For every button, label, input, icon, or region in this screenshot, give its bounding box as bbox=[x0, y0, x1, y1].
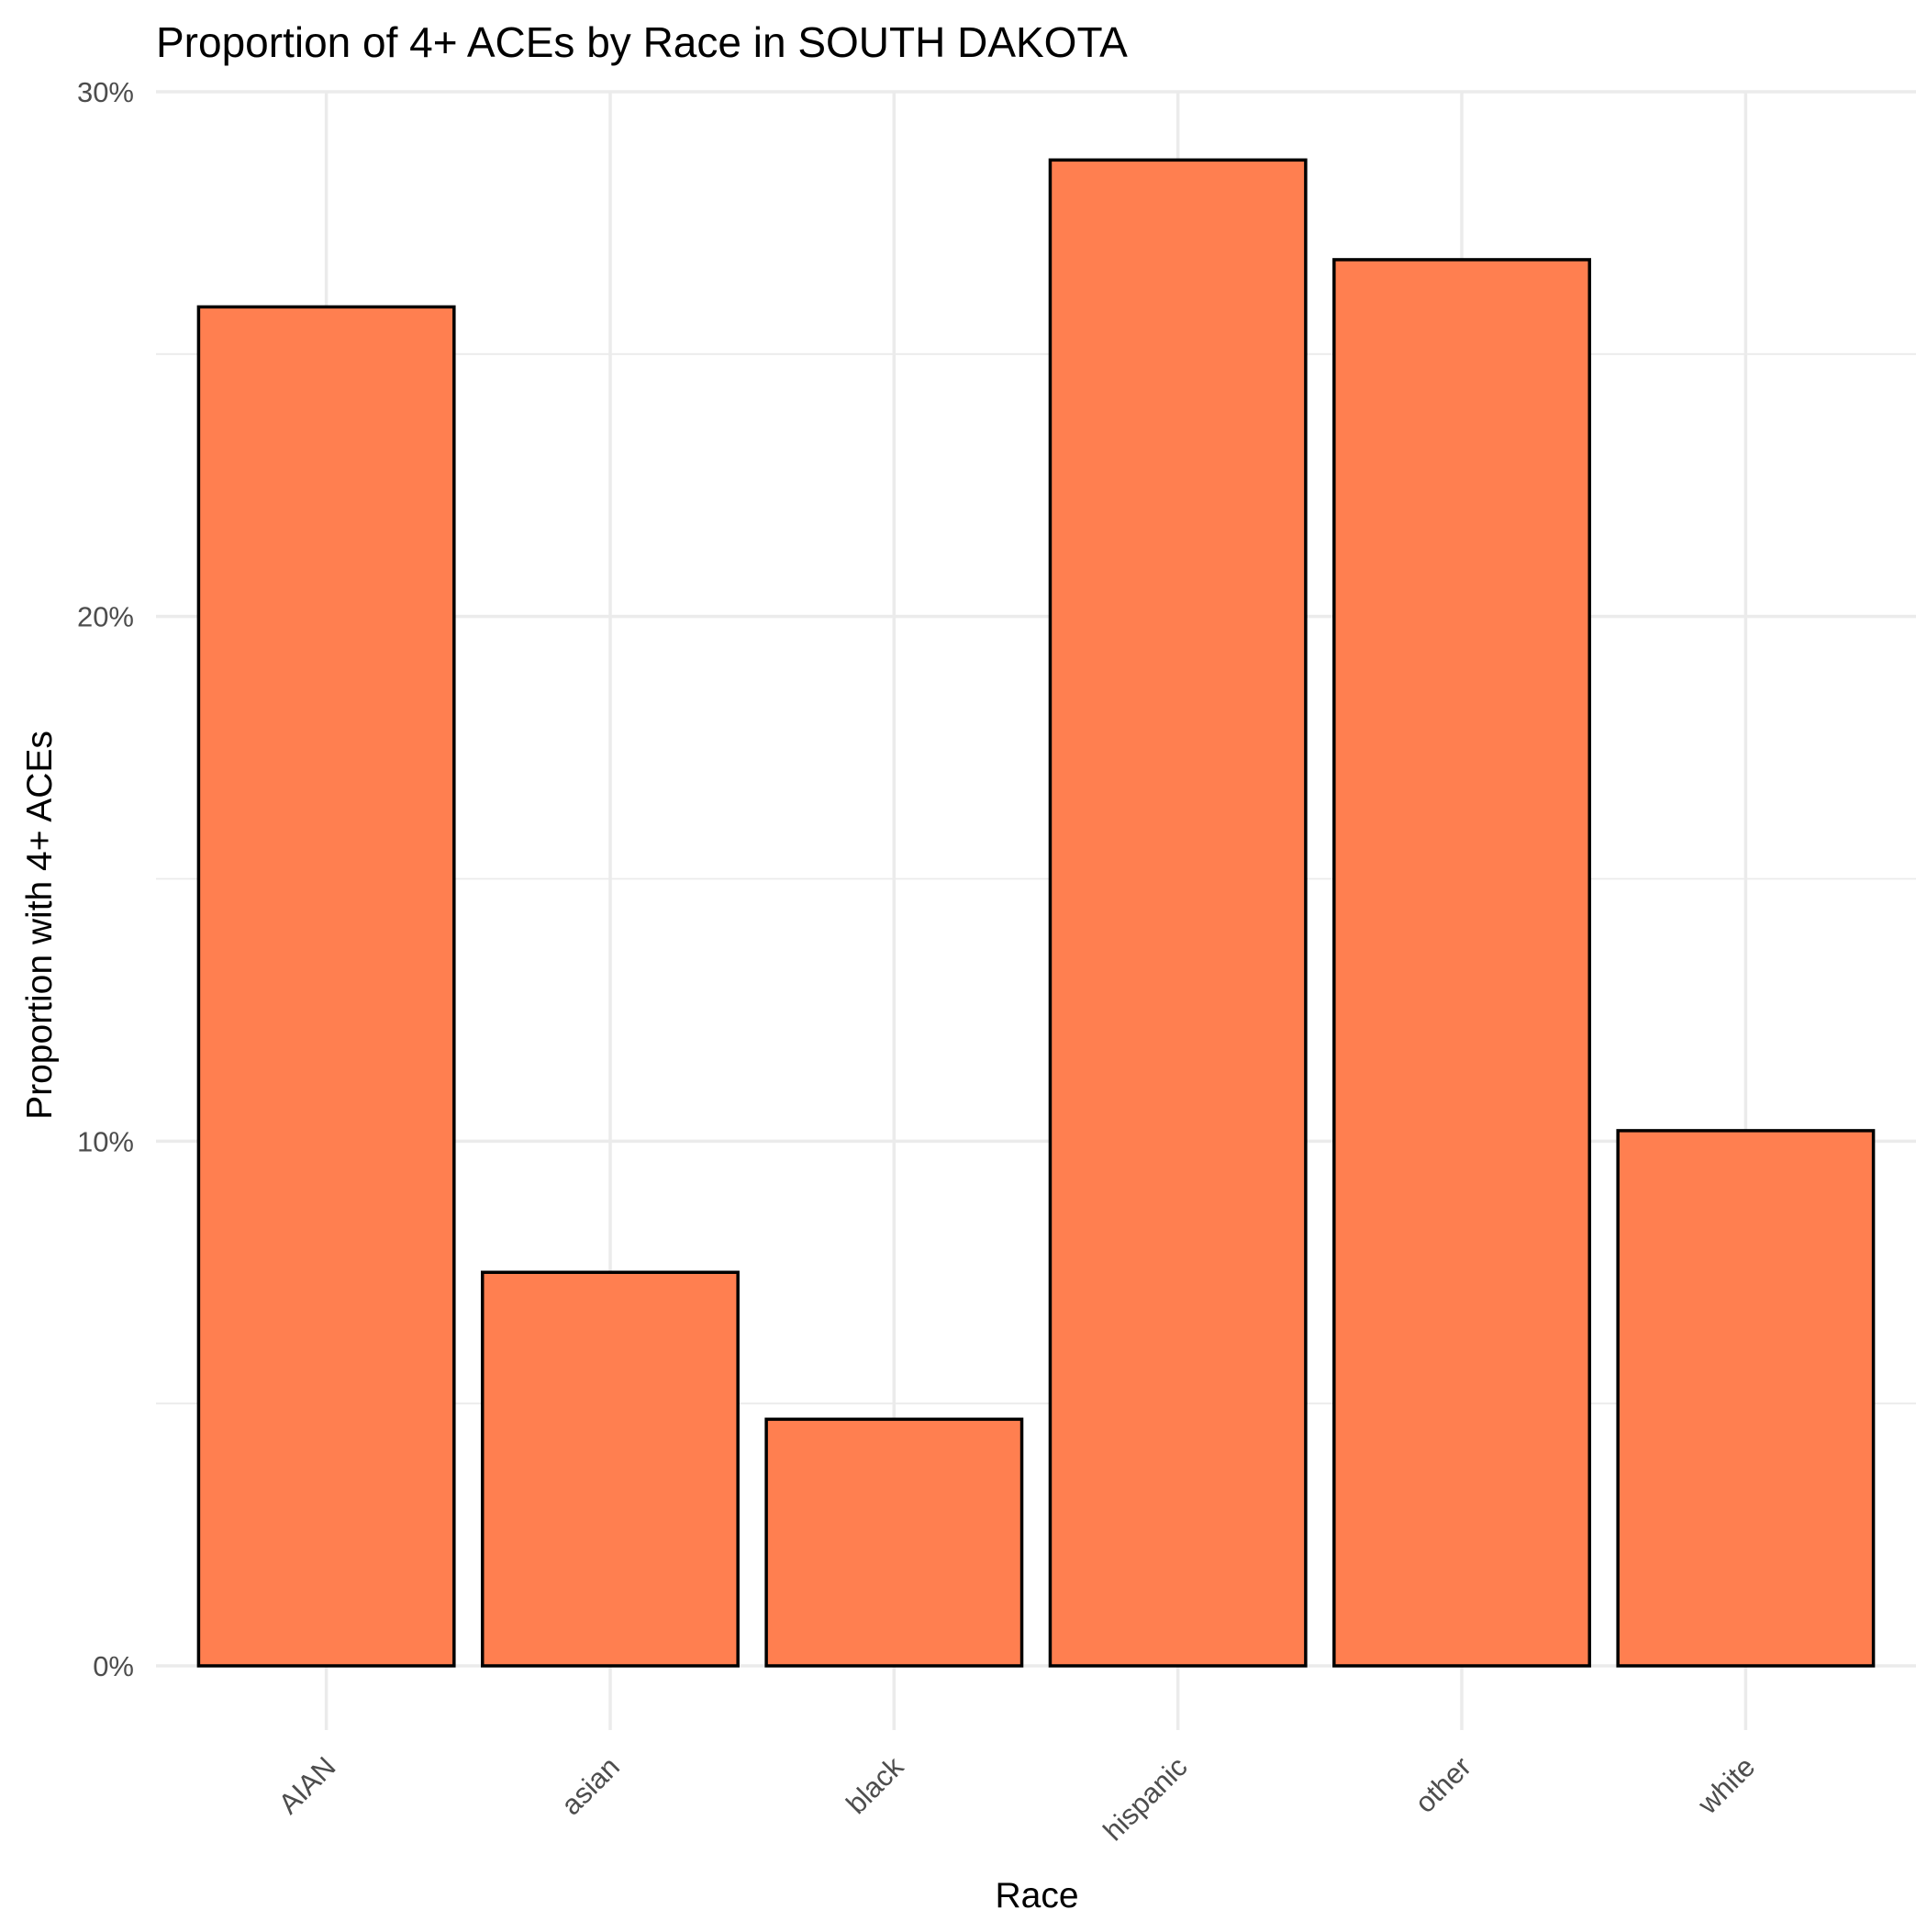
y-axis-title: Proportion with 4+ ACEs bbox=[20, 731, 60, 1120]
bar-white bbox=[1616, 1129, 1876, 1668]
y-axis-ticks: 0% 10% 20% 30% bbox=[77, 76, 134, 1682]
x-tick-label: white bbox=[1691, 1750, 1762, 1821]
bars bbox=[196, 158, 1876, 1668]
y-tick-label: 10% bbox=[77, 1125, 134, 1157]
x-tick-label: hispanic bbox=[1097, 1750, 1193, 1847]
x-tick-label: black bbox=[840, 1750, 909, 1820]
x-axis-ticks: AIAN asian black hispanic other white bbox=[273, 1750, 1762, 1848]
bar-black bbox=[764, 1417, 1024, 1668]
bar-hispanic bbox=[1048, 158, 1308, 1668]
x-tick-label: other bbox=[1409, 1750, 1477, 1819]
bar-other bbox=[1332, 258, 1591, 1668]
x-tick-label: asian bbox=[555, 1750, 626, 1821]
x-axis-title: Race bbox=[995, 1876, 1078, 1915]
y-tick-label: 30% bbox=[77, 76, 134, 108]
x-tick-label: AIAN bbox=[273, 1750, 342, 1820]
bar-aian bbox=[196, 305, 456, 1668]
y-tick-label: 0% bbox=[93, 1650, 134, 1682]
bar-asian bbox=[481, 1270, 740, 1668]
chart-title: Proportion of 4+ ACEs by Race in SOUTH D… bbox=[156, 18, 1128, 66]
y-tick-label: 20% bbox=[77, 601, 134, 633]
